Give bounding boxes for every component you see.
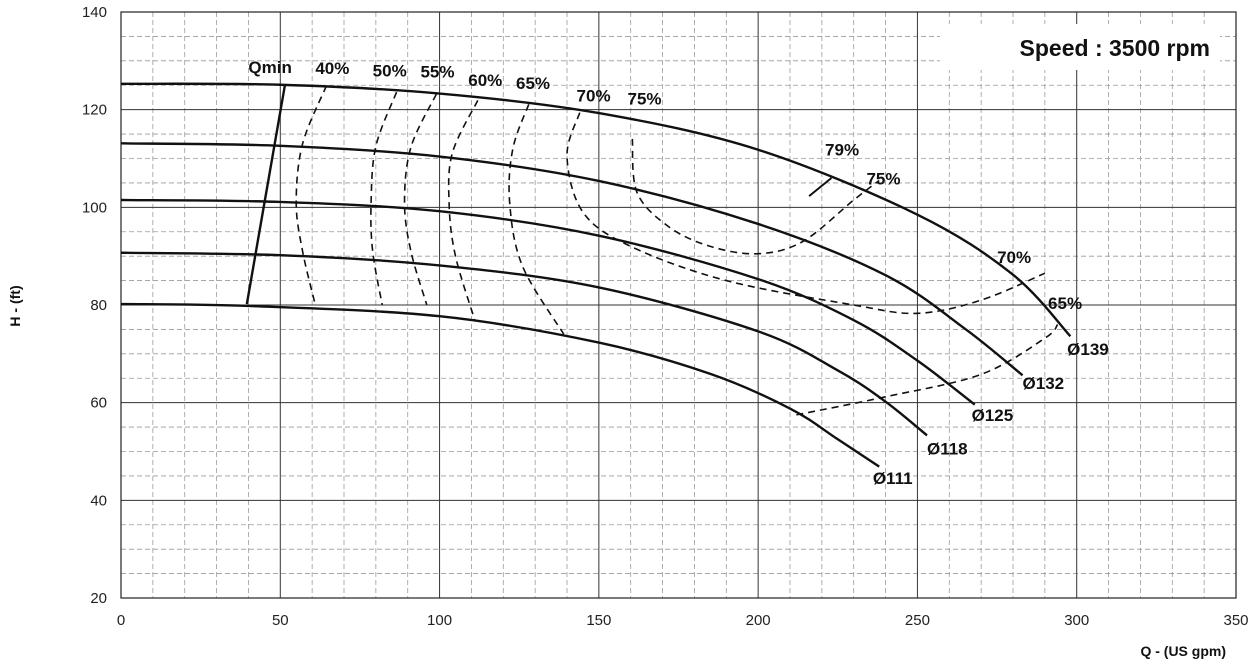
curve-label: Ø111 <box>873 469 913 488</box>
x-tick-label: 200 <box>746 612 771 629</box>
curve-label: 40% <box>315 59 349 78</box>
efficiency-curve-60 <box>447 100 479 320</box>
curve-labels: Qmin 40% 50% 55% 60% 65% 70% 75% 79% 75% 70% 65% Ø13… <box>248 58 1108 488</box>
curve-label: Ø118 <box>927 439 968 458</box>
y-tick-label: 100 <box>82 199 107 216</box>
y-tick-label: 120 <box>82 102 107 119</box>
y-tick-label: 60 <box>90 395 107 412</box>
y-tick-label: 40 <box>90 492 107 509</box>
efficiency-curve-55 <box>403 93 438 306</box>
curve-label: 55% <box>420 62 454 81</box>
major-grid <box>121 12 1236 598</box>
curve-label: 60% <box>468 71 502 90</box>
x-axis-title: Q - (US gpm) <box>1140 643 1226 659</box>
curve-label: Ø132 <box>1023 374 1065 393</box>
x-axis-ticks: 0 50 100 150 200 250 300 350 <box>117 612 1249 629</box>
y-axis-ticks: 20 40 60 80 100 120 140 <box>82 4 107 607</box>
x-tick-label: 100 <box>427 612 452 629</box>
curve-label: 70% <box>997 248 1031 267</box>
curves <box>120 82 1072 468</box>
curve-qmin <box>245 84 287 305</box>
curve-132 <box>120 142 1024 377</box>
curve-125 <box>120 198 976 406</box>
efficiency-curve-50 <box>370 91 398 306</box>
curve-label: 65% <box>1048 294 1082 313</box>
efficiency-curve-65 <box>796 323 1059 416</box>
curve-label: Qmin <box>248 58 291 77</box>
x-tick-label: 350 <box>1223 612 1248 629</box>
x-tick-label: 250 <box>905 612 930 629</box>
curve-139 <box>120 82 1072 338</box>
x-tick-label: 150 <box>586 612 611 629</box>
speed-annotation: Speed : 3500 rpm <box>1020 35 1210 61</box>
efficiency-curve-40 <box>295 85 328 306</box>
x-tick-label: 0 <box>117 612 125 629</box>
efficiency-79-marker <box>808 177 833 197</box>
x-tick-label: 300 <box>1064 612 1089 629</box>
curve-label: 79% <box>825 141 859 160</box>
curve-label: 75% <box>866 169 900 188</box>
y-axis-title: H - (ft) <box>7 285 23 326</box>
curve-label: 50% <box>373 61 407 80</box>
curve-label: Ø139 <box>1067 340 1109 359</box>
curve-label: 70% <box>577 86 611 105</box>
curve-label: 75% <box>628 89 662 108</box>
y-tick-label: 20 <box>90 590 107 607</box>
x-tick-label: 50 <box>272 612 289 629</box>
speed-annotation-background <box>940 24 1220 70</box>
curve-118 <box>120 251 928 437</box>
efficiency-curve-70 <box>566 112 1046 315</box>
curve-111 <box>120 302 880 468</box>
curve-label: Ø125 <box>972 406 1014 425</box>
curve-label: 65% <box>516 74 550 93</box>
efficiency-curve-75 <box>631 138 880 255</box>
y-tick-label: 140 <box>82 4 107 21</box>
efficiency-curve-65 <box>508 104 565 335</box>
y-tick-label: 80 <box>90 297 107 314</box>
